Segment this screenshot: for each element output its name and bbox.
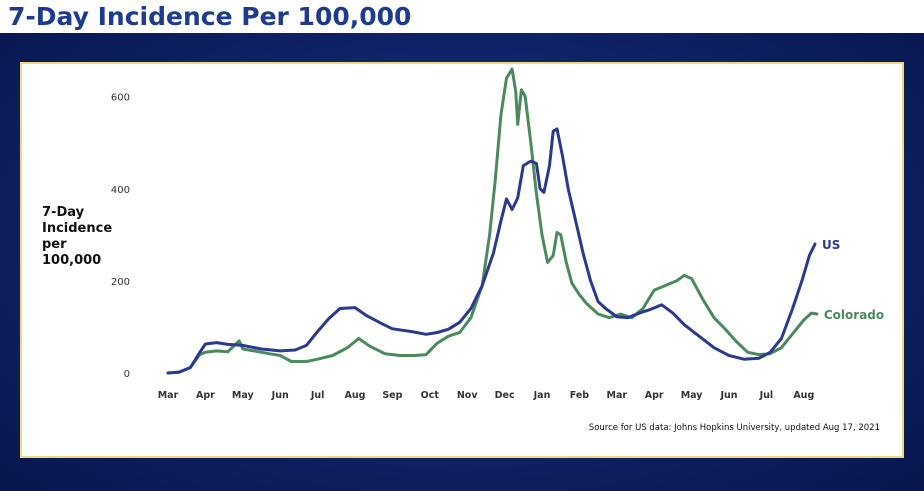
x-tick-label: Jun [271, 390, 289, 401]
x-tick-label: Aug [793, 390, 814, 401]
x-tick-label: Jul [759, 390, 774, 401]
x-tick-label: Nov [457, 390, 478, 401]
y-axis-label-line: per [42, 237, 67, 252]
y-axis-label-line: 7-Day [42, 205, 85, 220]
x-tick-label: Apr [645, 390, 664, 401]
x-tick-label: Jan [533, 390, 551, 401]
chart-panel: 0 200 400 600 Mar Apr May Jun Jul Aug Sep Oct Nov De… [20, 62, 904, 458]
y-axis-ticks: 0 200 400 600 [111, 93, 130, 380]
y-tick-label: 400 [111, 185, 130, 196]
x-tick-label: Apr [196, 390, 215, 401]
line-chart: 0 200 400 600 Mar Apr May Jun Jul Aug Sep Oct Nov De… [42, 67, 884, 433]
x-axis-ticks: Mar Apr May Jun Jul Aug Sep Oct Nov Dec Jan Feb Mar A… [158, 390, 815, 401]
y-axis-label-line: Incidence [42, 221, 112, 236]
x-tick-label: Dec [495, 390, 515, 401]
series-line-us [166, 127, 817, 375]
series-line-colorado [166, 67, 819, 375]
series-label-us: US [822, 238, 840, 252]
x-tick-label: Feb [570, 390, 590, 401]
page-title: 7-Day Incidence Per 100,000 [8, 2, 412, 31]
x-tick-label: Sep [382, 390, 402, 401]
x-tick-label: Oct [421, 390, 440, 401]
x-tick-label: Mar [607, 390, 628, 401]
y-axis-label-line: 100,000 [42, 253, 101, 268]
source-note: Source for US data: Johns Hopkins Univer… [589, 423, 880, 433]
y-tick-label: 200 [111, 277, 130, 288]
x-tick-label: May [232, 390, 255, 401]
x-tick-label: Mar [158, 390, 179, 401]
y-tick-label: 0 [124, 369, 130, 380]
series-labels: US Colorado [822, 238, 884, 322]
series-lines [166, 67, 819, 375]
x-tick-label: Jun [719, 390, 737, 401]
x-tick-label: May [681, 390, 704, 401]
x-tick-label: Aug [345, 390, 366, 401]
x-tick-label: Jul [310, 390, 325, 401]
series-label-colorado: Colorado [824, 308, 884, 322]
y-tick-label: 600 [111, 93, 130, 104]
